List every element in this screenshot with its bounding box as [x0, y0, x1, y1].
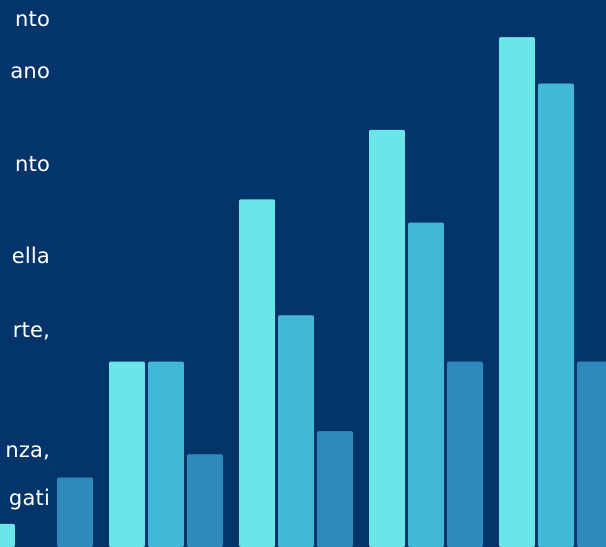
bar-group-2-series-2 — [148, 361, 184, 547]
left-text-fragment-3: nto — [15, 152, 50, 176]
bar-group-4-series-1 — [369, 129, 405, 547]
bar-group-4-series-2 — [408, 222, 444, 547]
bar-group-3-series-1 — [239, 199, 275, 547]
bar-group-1-series-1 — [0, 523, 15, 547]
left-text-fragment-7: gati — [8, 486, 50, 510]
left-text-fragment-6: nza, — [5, 438, 50, 462]
bar-group-2-series-1 — [109, 361, 145, 547]
left-text-fragment-1: nto — [15, 7, 50, 31]
bar-group-3-series-3 — [317, 431, 353, 547]
left-text-fragment-5: rte, — [12, 318, 50, 342]
bar-group-4-series-3 — [447, 361, 483, 547]
bar-group-5-series-3 — [577, 361, 606, 547]
left-text-fragment-2: ano — [10, 59, 50, 83]
bar-group-2-series-3 — [187, 454, 223, 547]
bar-group-1-series-3 — [57, 477, 93, 547]
bar-group-3-series-2 — [278, 315, 314, 547]
bar-group-5-series-2 — [538, 83, 574, 547]
bar-group-5-series-1 — [499, 37, 535, 547]
left-text-fragment-4: ella — [11, 244, 50, 268]
